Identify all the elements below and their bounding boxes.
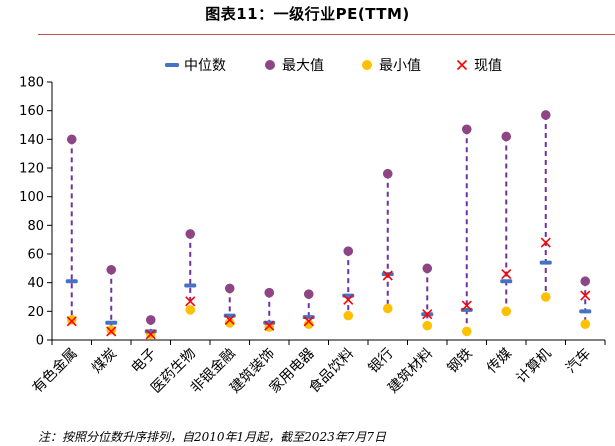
- current-point-stroke: [580, 290, 591, 301]
- x-category-label: 汽车: [562, 345, 594, 377]
- max-point: [580, 276, 591, 287]
- current-point-stroke: [501, 269, 512, 280]
- current-point-stroke: [145, 329, 156, 340]
- max-point: [303, 289, 314, 299]
- max-point: [540, 110, 551, 120]
- min-point: [224, 318, 235, 328]
- y-tick-label: 180: [19, 76, 44, 91]
- current-point: [185, 296, 196, 307]
- median-point: [539, 260, 552, 265]
- min-point: [343, 310, 354, 321]
- footnote: 注：按照分位数升序排列，自2010年1月起，截至2023年7月7日: [38, 430, 386, 444]
- max-point: [66, 134, 77, 145]
- current-point-stroke: [66, 316, 77, 327]
- current-point: [501, 269, 512, 280]
- min-point: [185, 305, 196, 315]
- current-point-stroke: [185, 296, 196, 307]
- min-point: [501, 306, 512, 317]
- median-point: [500, 279, 513, 284]
- min-point: [66, 315, 77, 325]
- current-point-stroke: [343, 294, 354, 305]
- current-point-stroke: [303, 316, 314, 327]
- current-point: [145, 329, 156, 340]
- x-category-label: 银行: [365, 346, 396, 377]
- legend-marker: [265, 60, 275, 70]
- current-point: [264, 320, 275, 331]
- legend-marker: [456, 59, 468, 71]
- y-tick-label: 60: [27, 248, 44, 263]
- chart-legend: 中位数 最大值 最小值 现值: [165, 58, 502, 74]
- median-point: [65, 279, 78, 284]
- current-point: [303, 316, 314, 327]
- y-tick-label: 120: [19, 162, 44, 177]
- current-point: [461, 300, 472, 311]
- min-point: [540, 292, 551, 302]
- x-category-label: 有色金属: [29, 345, 81, 397]
- current-point-stroke: [382, 270, 393, 281]
- y-tick-label: 100: [19, 190, 44, 205]
- max-point: [422, 263, 433, 274]
- min-point: [106, 325, 117, 335]
- current-point-stroke: [106, 326, 117, 337]
- min-point: [461, 326, 472, 337]
- min-point: [382, 303, 393, 314]
- x-category-label: 煤炭: [89, 346, 120, 377]
- median-point: [579, 309, 592, 314]
- legend-item: 最大值: [265, 58, 324, 74]
- current-point: [382, 270, 393, 281]
- y-tick-label: 20: [27, 305, 44, 320]
- max-point: [264, 287, 275, 298]
- y-tick-label: 140: [19, 133, 44, 148]
- current-point: [106, 326, 117, 337]
- legend-label: 最大值: [282, 58, 324, 74]
- x-category-label: 钢铁: [444, 346, 475, 377]
- max-point: [145, 315, 156, 325]
- legend-item: 中位数: [165, 58, 226, 74]
- current-point: [422, 309, 433, 320]
- current-point-stroke: [422, 309, 433, 320]
- y-tick-label: 160: [19, 104, 44, 119]
- current-point-stroke: [224, 314, 235, 325]
- current-point-stroke: [540, 237, 551, 248]
- median-point: [105, 320, 118, 325]
- min-point: [422, 320, 433, 331]
- title-underline: [38, 34, 615, 35]
- min-point: [303, 319, 314, 330]
- max-point: [343, 246, 354, 256]
- current-point: [540, 237, 551, 248]
- y-axis: 0 20 40 60 80 100 120 140 160 180: [19, 76, 53, 349]
- legend-marker: [165, 63, 179, 67]
- max-point: [461, 124, 472, 135]
- chart-marks: [65, 110, 592, 340]
- legend-item: 现值: [456, 58, 502, 74]
- current-point-stroke: [461, 300, 472, 311]
- median-point: [184, 283, 197, 288]
- y-tick-label: 0: [36, 334, 44, 349]
- current-point: [580, 290, 591, 301]
- max-point: [224, 283, 235, 294]
- max-point: [501, 131, 512, 142]
- legend-label: 现值: [474, 58, 502, 74]
- current-point-stroke: [264, 320, 275, 331]
- y-tick-label: 80: [27, 219, 44, 234]
- max-point: [185, 229, 196, 239]
- legend-marker: [362, 60, 372, 70]
- x-category-label: 电子: [128, 346, 159, 377]
- legend-label: 最小值: [379, 58, 421, 74]
- x-category-label: 传媒: [484, 346, 515, 377]
- current-point: [224, 314, 235, 325]
- legend-label: 中位数: [184, 58, 226, 74]
- min-point: [580, 319, 591, 330]
- current-point: [66, 316, 77, 327]
- max-point: [106, 264, 117, 275]
- x-category-label: 计算机: [514, 346, 555, 387]
- y-tick-label: 40: [27, 276, 44, 291]
- current-point: [343, 294, 354, 305]
- legend-item: 最小值: [362, 58, 421, 74]
- max-point: [382, 168, 393, 179]
- chart-title: 图表11：一级行业PE(TTM): [205, 5, 410, 23]
